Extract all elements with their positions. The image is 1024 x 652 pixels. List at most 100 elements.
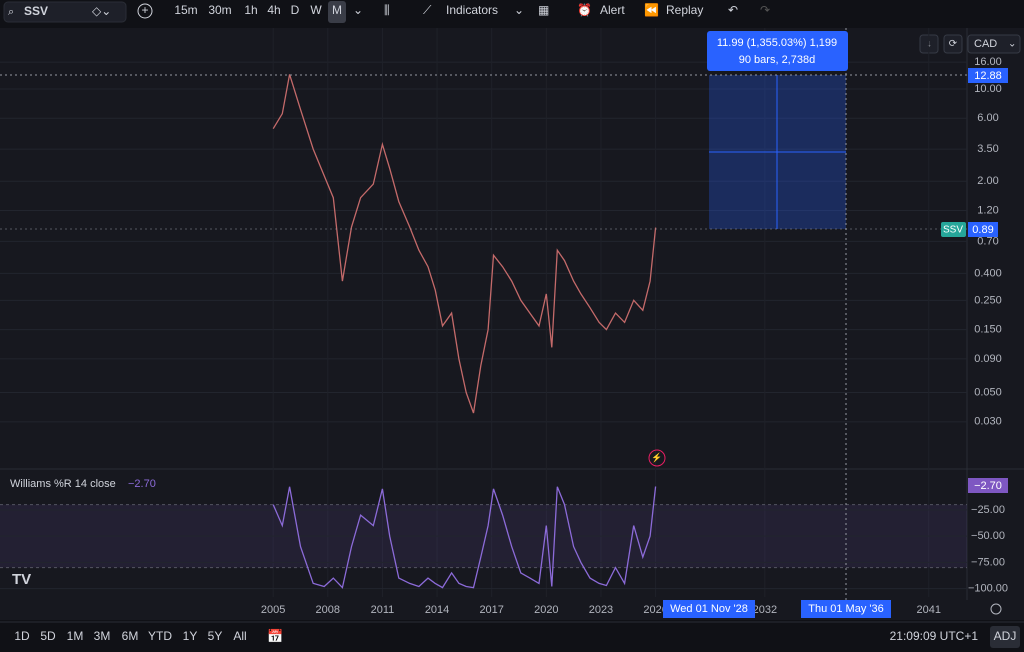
search-icon: ⌕	[8, 6, 14, 18]
settings[interactable]	[990, 603, 1002, 615]
wr-badge	[968, 478, 1008, 493]
add-symbol[interactable]	[137, 3, 153, 19]
y-tick-label: −25.00	[971, 504, 1005, 516]
interval[interactable]: W	[310, 3, 322, 17]
indicator-value: −2.70	[128, 478, 156, 490]
end-date: Thu 01 May '36	[808, 603, 883, 615]
interval[interactable]: 4h	[267, 3, 280, 17]
event-icon[interactable]	[648, 449, 666, 467]
logo: TV	[12, 571, 31, 588]
start-date: Wed 01 Nov '28	[670, 603, 748, 615]
top-price: 12.88	[974, 70, 1002, 82]
indicators-menu[interactable]: ⌄	[514, 3, 524, 17]
interval[interactable]: M	[332, 3, 342, 17]
chart-background	[0, 28, 1024, 620]
plot: 16.00 10.00 6.00 3.50 2.00 1.20 0.70 0.400 0.250…	[0, 28, 1008, 616]
alert-icon: ⏰	[577, 2, 592, 17]
x-tick-label: 2014	[425, 604, 449, 616]
interval[interactable]: 15m	[174, 3, 197, 17]
indicator-name[interactable]: Williams %R 14 close	[10, 478, 116, 490]
y-tick-label: 2.00	[977, 175, 998, 187]
y-tick-label: 0.090	[974, 353, 1002, 365]
layouts-icon[interactable]: ▦	[538, 3, 549, 17]
currency-menu: ⌄	[1008, 39, 1016, 50]
y-tick-label: 6.00	[977, 112, 998, 124]
fit-button[interactable]	[943, 34, 963, 54]
top-price-badge	[968, 68, 1008, 83]
clock: 21:09:09 UTC+1	[890, 629, 979, 643]
event-bolt: ⚡	[651, 451, 662, 463]
y-tick-label: 0.150	[974, 324, 1002, 336]
indicators[interactable]: Indicators	[446, 3, 498, 17]
last-price: 0.89	[972, 224, 993, 236]
interval[interactable]: 30m	[208, 3, 231, 17]
measure-tooltip	[707, 31, 848, 71]
diamond-icon[interactable]: ◇⌄	[92, 4, 111, 18]
measure-line2: 90 bars, 2,738d	[739, 54, 815, 66]
currency-box[interactable]	[967, 34, 1021, 54]
symbol-box[interactable]	[3, 1, 127, 23]
adj-box[interactable]	[990, 626, 1020, 648]
range[interactable]: 5Y	[208, 629, 223, 643]
symbol-badge	[941, 222, 966, 237]
range[interactable]: 5D	[40, 629, 56, 643]
wr-last: −2.70	[974, 480, 1002, 492]
range[interactable]: 1Y	[183, 629, 198, 643]
ranges: 1D 5D 1M 3M 6M YTD 1Y 5Y All	[14, 629, 246, 643]
y-tick-label: −100.00	[968, 583, 1008, 595]
interval[interactable]: D	[291, 3, 300, 17]
y-tick-label: 0.400	[974, 267, 1002, 279]
x-tick-label: 2005	[261, 604, 285, 616]
y-tick-label: 0.050	[974, 386, 1002, 398]
range[interactable]: All	[233, 629, 246, 643]
interval-menu[interactable]: ⌄	[353, 3, 363, 17]
measure-line1: 11.99 (1,355.03%) 1,199	[717, 37, 837, 49]
candle-icon[interactable]: ⫼	[384, 3, 390, 17]
y-tick-label: 0.250	[974, 294, 1002, 306]
replay-icon: ⏪	[644, 3, 659, 17]
intervals: 15m 30m 1h 4h D W M	[174, 1, 346, 23]
range[interactable]: 1D	[14, 629, 30, 643]
y-tick-label: 1.20	[977, 204, 998, 216]
replay[interactable]: Replay	[666, 3, 703, 17]
date-range-icon[interactable]: 📅	[267, 628, 283, 643]
y-tick-label: 16.00	[974, 56, 1002, 68]
fit-icon: ⟳	[949, 39, 958, 50]
currency[interactable]: CAD	[974, 38, 997, 50]
adj[interactable]: ADJ	[994, 629, 1017, 643]
range[interactable]: 1M	[67, 629, 84, 643]
indicators-icon: ⟋	[423, 3, 432, 17]
last-price-badge	[968, 222, 998, 237]
x-tick-label: 2011	[371, 604, 395, 616]
y-tick-label: 3.50	[977, 143, 998, 155]
range[interactable]: YTD	[148, 629, 172, 643]
series-line	[272, 74, 657, 414]
x-tick-label: 2020	[534, 604, 558, 616]
y-tick-label: 0.030	[974, 416, 1002, 428]
series-line	[272, 486, 657, 589]
x-tick-label: 2023	[589, 604, 613, 616]
y-tick-label: −50.00	[971, 530, 1005, 542]
redo[interactable]: ↷	[760, 3, 770, 17]
symbol-badge-text: SSV	[943, 225, 963, 236]
alert[interactable]: Alert	[600, 3, 625, 17]
y-tick-label: 10.00	[974, 83, 1002, 95]
y-tick-label: 0.70	[977, 235, 998, 247]
symbol[interactable]: SSV	[24, 4, 48, 18]
x-tick-label: 2008	[316, 604, 340, 616]
x-tick-label: 2032	[753, 604, 777, 616]
range[interactable]: 6M	[122, 629, 139, 643]
x-tick-label: 2026	[643, 604, 667, 616]
interval-active	[328, 1, 346, 23]
x-tick-label: 2017	[479, 604, 503, 616]
plus: +	[141, 3, 148, 17]
end-date-badge	[801, 600, 891, 618]
range[interactable]: 3M	[94, 629, 111, 643]
interval[interactable]: 1h	[244, 3, 257, 17]
undo[interactable]: ↶	[728, 3, 738, 17]
x-tick-label: 2041	[917, 604, 941, 616]
y-tick-label: −75.00	[971, 556, 1005, 568]
start-date-badge	[663, 600, 755, 618]
